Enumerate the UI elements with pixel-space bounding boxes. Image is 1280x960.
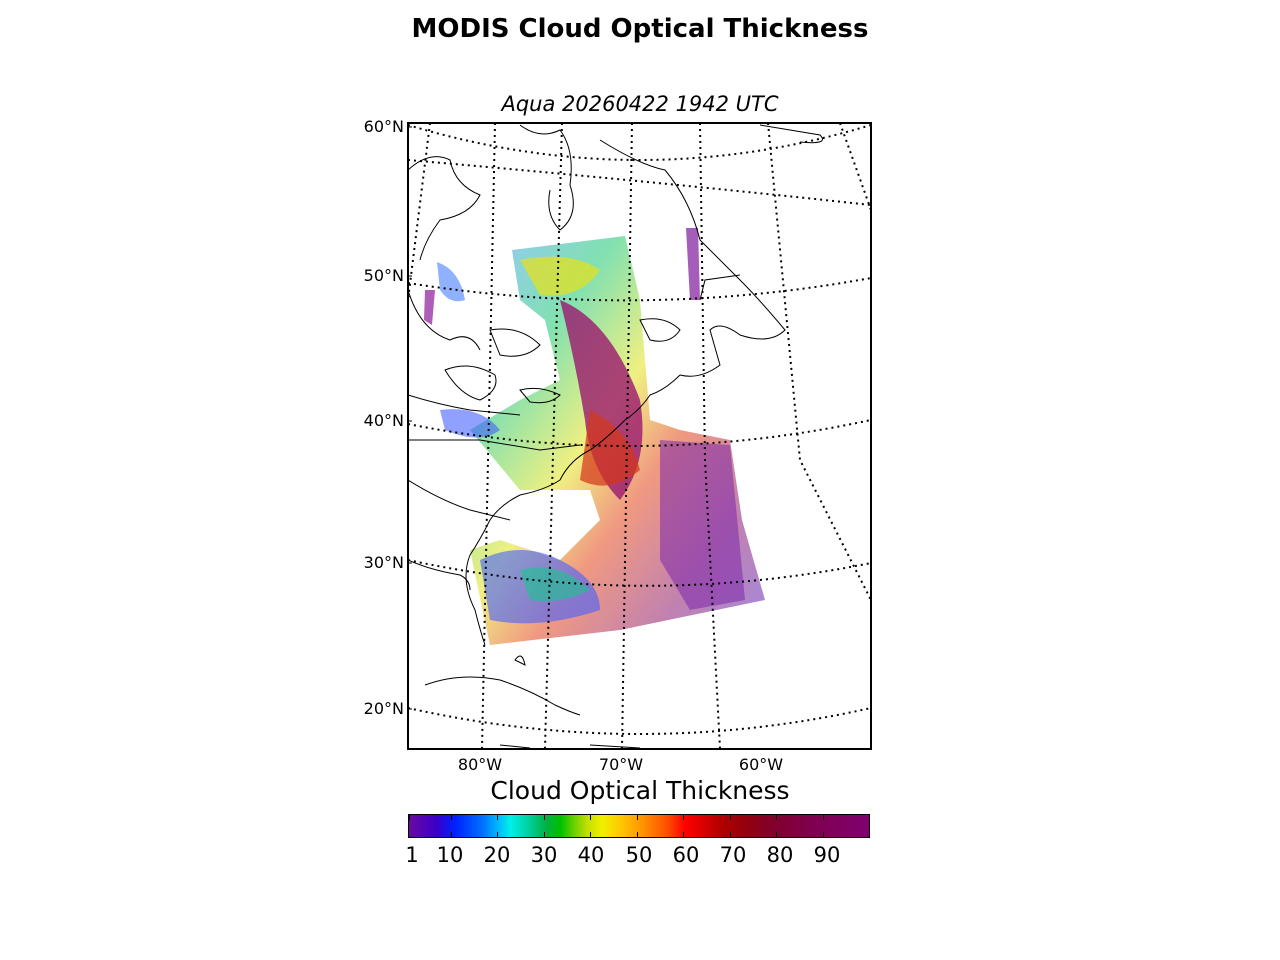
cloud-swath <box>424 228 765 645</box>
colorbar-label: 80 <box>766 843 794 867</box>
colorbar-tick <box>822 832 824 837</box>
lat-label: 30°N <box>363 553 404 572</box>
colorbar-label: 20 <box>483 843 511 867</box>
colorbar-title: Cloud Optical Thickness <box>490 776 790 805</box>
colorbar-tick <box>497 832 499 837</box>
map-frame <box>407 122 872 750</box>
colorbar-tick <box>543 832 545 837</box>
colorbar-tick <box>450 832 452 837</box>
colorbar-tick <box>543 815 545 820</box>
lat-label: 20°N <box>363 699 404 718</box>
colorbar-label: 60 <box>672 843 700 867</box>
colorbar-tick <box>590 832 592 837</box>
colorbar-tick <box>590 815 592 820</box>
colorbar-tick <box>636 815 638 820</box>
colorbar-tick <box>729 815 731 820</box>
colorbar-label: 1 <box>405 843 419 867</box>
figure-title: MODIS Cloud Optical Thickness <box>411 14 869 44</box>
colorbar-label: 10 <box>436 843 464 867</box>
colorbar-label: 90 <box>813 843 841 867</box>
colorbar-label: 50 <box>625 843 653 867</box>
coastlines <box>408 124 823 749</box>
colorbar-tick <box>636 832 638 837</box>
colorbar-tick <box>729 832 731 837</box>
colorbar <box>408 814 870 838</box>
colorbar-tick <box>450 815 452 820</box>
colorbar-tick <box>776 832 778 837</box>
colorbar-tick <box>409 815 410 820</box>
lon-label: 80°W <box>457 755 503 774</box>
lon-label: 70°W <box>598 755 644 774</box>
lat-label: 50°N <box>363 266 404 285</box>
colorbar-tick <box>822 815 824 820</box>
colorbar-tick <box>683 832 685 837</box>
colorbar-label: 40 <box>577 843 605 867</box>
lon-label: 60°W <box>738 755 784 774</box>
graticule <box>408 123 871 749</box>
colorbar-label: 30 <box>530 843 558 867</box>
colorbar-tick <box>683 815 685 820</box>
colorbar-label: 70 <box>719 843 747 867</box>
lat-label: 60°N <box>363 117 404 136</box>
lat-label: 40°N <box>363 411 404 430</box>
colorbar-tick <box>497 815 499 820</box>
map-subtitle: Aqua 20260422 1942 UTC <box>501 92 779 116</box>
colorbar-tick <box>776 815 778 820</box>
lat-ticks <box>408 126 412 710</box>
